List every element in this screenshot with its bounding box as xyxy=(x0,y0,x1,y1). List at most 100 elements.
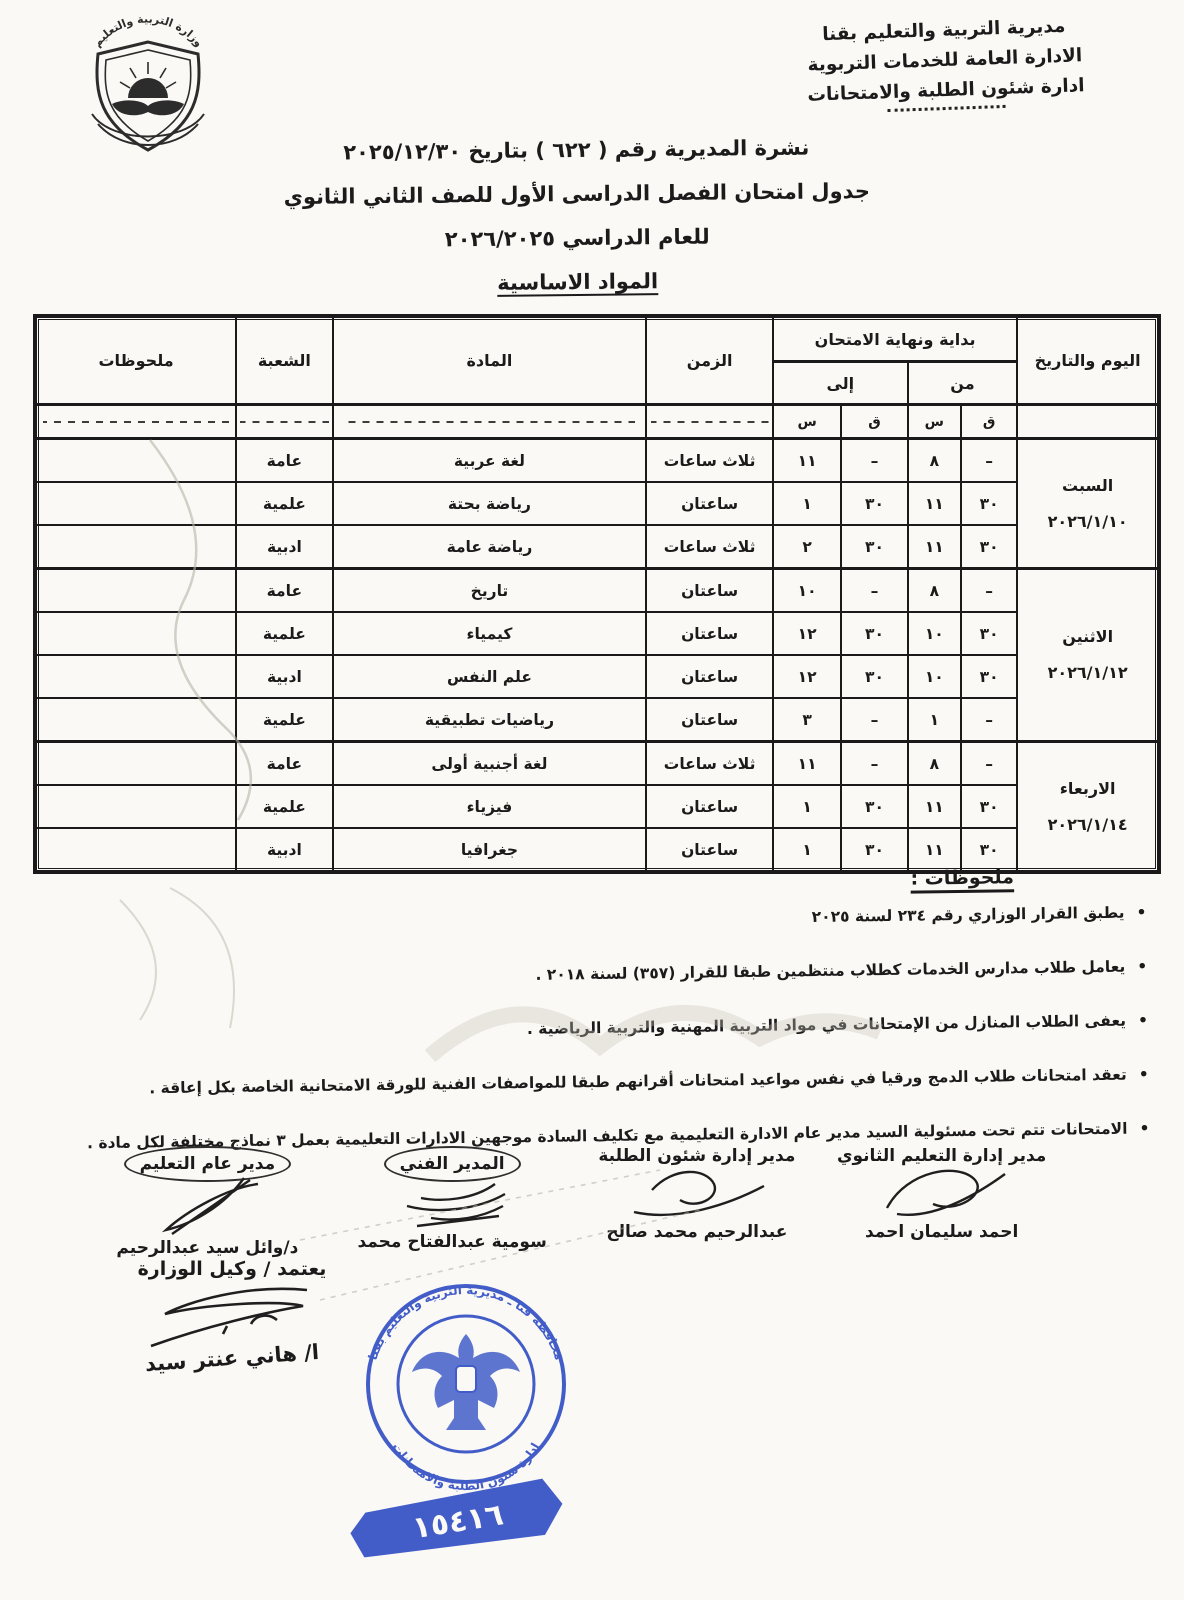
subheader-to-minute: ق xyxy=(840,403,909,440)
approval-block: يعتمد / وكيل الوزارة ا/ هاني عنتر سيد xyxy=(92,1258,372,1376)
notes-heading: ملحوظات : xyxy=(910,866,1015,890)
schedule-title: جدول امتحان الفصل الدراسى الأول للصف الث… xyxy=(283,178,871,210)
table-row: ٣٠ ١١ ٣٠ ٢ ثلاث ساعات رياضة عامة ادبية xyxy=(33,524,1159,570)
subheader-dash-duration xyxy=(645,403,774,440)
bullet-icon: • xyxy=(1136,903,1147,922)
to-minute-cell: ٣٠ xyxy=(840,827,909,873)
subjects-title: المواد الاساسية xyxy=(497,269,659,295)
to-hour-cell: ١٢ xyxy=(771,654,843,699)
from-hour-cell: ٨ xyxy=(906,740,962,786)
branch-cell: علمية xyxy=(235,784,334,829)
signature-block: مدير إدارة شئون الطلبة عبدالرحيم محمد صا… xyxy=(575,1146,820,1258)
to-hour-cell: ٣ xyxy=(771,697,843,743)
branch-cell: عامة xyxy=(235,740,334,786)
day-date: ٢٠٢٦/١/١٢ xyxy=(1047,663,1128,682)
branch-cell: عامة xyxy=(235,437,334,483)
note-text: يعفى الطلاب المنازل من الإمتحانات في موا… xyxy=(526,1011,1127,1039)
day-name: السبت xyxy=(1062,475,1114,495)
signature-name: احمد سليمان احمد xyxy=(864,1222,1019,1242)
table-header-row-2: من إلى xyxy=(35,360,1159,406)
open-book-icon xyxy=(112,100,184,116)
table-row: السبت ٢٠٢٦/١/١٠ – ٨ – ١١ ثلاث ساعات لغة … xyxy=(33,437,1160,570)
note-item: • يطبق القرار الوزاري رقم ٢٣٤ لسنة ٢٠٢٥ xyxy=(53,902,1147,938)
table-header-row-1: اليوم والتاريخ بداية ونهاية الامتحان الز… xyxy=(33,315,1160,406)
to-minute-cell: ٣٠ xyxy=(840,784,909,829)
table-subheader-row: ق س ق س xyxy=(33,403,1160,440)
to-hour-cell: ١٠ xyxy=(771,567,843,613)
subheader-dash-subject xyxy=(331,403,648,440)
signature-name: د/وائل سيد عبدالرحيم xyxy=(116,1238,299,1258)
subject-cell: تاريخ xyxy=(331,567,648,613)
to-hour-cell: ١١ xyxy=(771,437,843,483)
note-text: تعقد امتحانات طلاب الدمج ورقيا في نفس مو… xyxy=(149,1065,1127,1098)
to-hour-cell: ١ xyxy=(771,784,843,829)
from-hour-cell: ٨ xyxy=(906,567,962,613)
from-hour-cell: ١١ xyxy=(906,481,962,526)
day-name: الاثنين xyxy=(1062,627,1114,646)
notes-cell xyxy=(33,740,238,786)
to-minute-cell: – xyxy=(840,740,909,786)
duration-cell: ساعتان xyxy=(645,784,774,829)
notes-cell xyxy=(33,784,238,829)
exam-schedule-table: اليوم والتاريخ بداية ونهاية الامتحان الز… xyxy=(33,314,1161,874)
subheader-dash-notes xyxy=(33,403,238,440)
table-row: ٣٠ ١١ ٣٠ ١ ساعتان جغرافيا ادبية xyxy=(33,827,1159,873)
from-minute-cell: ٣٠ xyxy=(959,611,1019,656)
duration-cell: ثلاث ساعات xyxy=(645,437,774,483)
note-text: يعامل طلاب مدارس الخدمات كطلاب منتظمين ط… xyxy=(535,957,1126,984)
day-date: ٢٠٢٦/١/١٠ xyxy=(1047,511,1128,531)
header-subject: المادة xyxy=(331,315,648,406)
signature-name: سومية عبدالفتاح محمد xyxy=(357,1232,547,1252)
subheader-dash-branch xyxy=(235,403,334,440)
header-time-group: بداية ونهاية الامتحان xyxy=(771,315,1019,363)
subheader-from-minute: ق xyxy=(959,403,1019,440)
ministry-logo: وزارة التربية والتعليم xyxy=(91,13,206,152)
signature-title: مدير إدارة شئون الطلبة xyxy=(598,1146,796,1166)
subheader-to-hour: س xyxy=(771,403,843,440)
to-minute-cell: – xyxy=(840,697,909,743)
from-hour-cell: ٨ xyxy=(906,437,962,483)
from-minute-cell: ٣٠ xyxy=(959,784,1019,829)
signature-block: مدير إدارة التعليم الثانوي احمد سليمان ا… xyxy=(819,1146,1064,1258)
signature-title: المدير الفني xyxy=(383,1146,521,1182)
from-minute-cell: ٣٠ xyxy=(959,481,1019,526)
from-minute-cell: – xyxy=(959,567,1019,613)
to-minute-cell: ٣٠ xyxy=(840,611,909,656)
branch-cell: علمية xyxy=(235,611,334,656)
signature-title: مدير عام التعليم xyxy=(123,1146,292,1182)
to-hour-cell: ١١ xyxy=(771,740,843,786)
document-titles: نشرة المديرية رقم ( ٦٢٢ ) بتاريخ ٢٠٢٥/١٢… xyxy=(119,133,1035,299)
to-minute-cell: – xyxy=(840,567,909,613)
table-row: الاثنين ٢٠٢٦/١/١٢ – ٨ – ١٠ ساعتان تاريخ … xyxy=(33,567,1160,743)
note-item: • يعفى الطلاب المنازل من الإمتحانات في م… xyxy=(55,1010,1148,1046)
sun-rays-icon xyxy=(119,62,177,89)
table-row: ٣٠ ١٠ ٣٠ ١٢ ساعتان علم النفس ادبية xyxy=(33,654,1159,699)
to-minute-cell: ٣٠ xyxy=(840,481,909,526)
note-item: • تعقد امتحانات طلاب الدمج ورقيا في نفس … xyxy=(56,1064,1149,1100)
branch-cell: عامة xyxy=(235,567,334,613)
official-stamp: محافظة قنا ـ مديرية التربية والتعليم بقن… xyxy=(350,1283,566,1558)
to-minute-cell: ٣٠ xyxy=(840,524,909,570)
branch-cell: علمية xyxy=(235,697,334,743)
from-hour-cell: ١٠ xyxy=(906,611,962,656)
bulletin-title: نشرة المديرية رقم ( ٦٢٢ ) بتاريخ ٢٠٢٥/١٢… xyxy=(343,135,810,165)
from-hour-cell: ١ xyxy=(906,697,962,743)
subject-cell: لغة أجنبية أولى xyxy=(331,740,648,786)
subject-cell: رياضة عامة xyxy=(331,524,648,570)
approval-label: يعتمد / وكيل الوزارة xyxy=(137,1258,327,1280)
header-duration: الزمن xyxy=(645,315,774,406)
header-branch: الشعبة xyxy=(235,315,334,406)
rising-sun-icon xyxy=(128,78,168,98)
from-minute-cell: ٣٠ xyxy=(959,827,1019,873)
note-item: • يعامل طلاب مدارس الخدمات كطلاب منتظمين… xyxy=(54,956,1147,992)
duration-cell: ثلاث ساعات xyxy=(645,740,774,786)
to-hour-cell: ٢ xyxy=(771,524,843,570)
day-cell: السبت ٢٠٢٦/١/١٠ xyxy=(1016,437,1160,570)
subject-cell: كيمياء xyxy=(331,611,648,656)
branch-cell: علمية xyxy=(235,481,334,526)
logo-arc-text: وزارة التربية والتعليم xyxy=(91,13,206,50)
day-cell: الاثنين ٢٠٢٦/١/١٢ xyxy=(1016,567,1160,743)
table-row: ٣٠ ١١ ٣٠ ١ ساعتان رياضة بحتة علمية xyxy=(33,481,1159,526)
day-name: الاربعاء xyxy=(1059,778,1116,798)
